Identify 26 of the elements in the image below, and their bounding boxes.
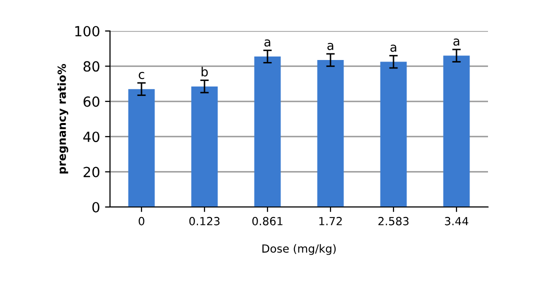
x-tick-label: 3.44 (444, 216, 468, 226)
annotation: a (327, 42, 334, 50)
y-tick-label: 80 (84, 61, 100, 72)
y-tick-label: 40 (83, 132, 100, 142)
x-tick-label: 0.123 (189, 216, 220, 226)
x-axis-title: Dose (mg/kg) (262, 244, 336, 255)
y-tick-label: 20 (84, 166, 100, 178)
y-tick-label: 100 (75, 26, 100, 36)
x-tick-label: 1.72 (319, 216, 342, 226)
x-tick-label: 2.583 (378, 216, 409, 226)
x-tick-label: 0 (138, 216, 144, 226)
bar (443, 56, 470, 207)
annotation: a (453, 38, 460, 46)
annotation: c (138, 72, 144, 80)
y-tick-label: 0 (92, 202, 100, 212)
bar (254, 56, 281, 207)
annotation: a (390, 44, 396, 52)
bar (317, 60, 344, 207)
bar (128, 89, 155, 207)
bar (380, 62, 407, 207)
bar (191, 86, 218, 207)
y-tick-label: 60 (84, 96, 100, 107)
annotation: b (202, 66, 208, 76)
annotation: a (264, 39, 270, 47)
x-tick-label: 0.861 (252, 216, 282, 226)
y-axis-title: pregnancy ratio% (57, 64, 68, 174)
